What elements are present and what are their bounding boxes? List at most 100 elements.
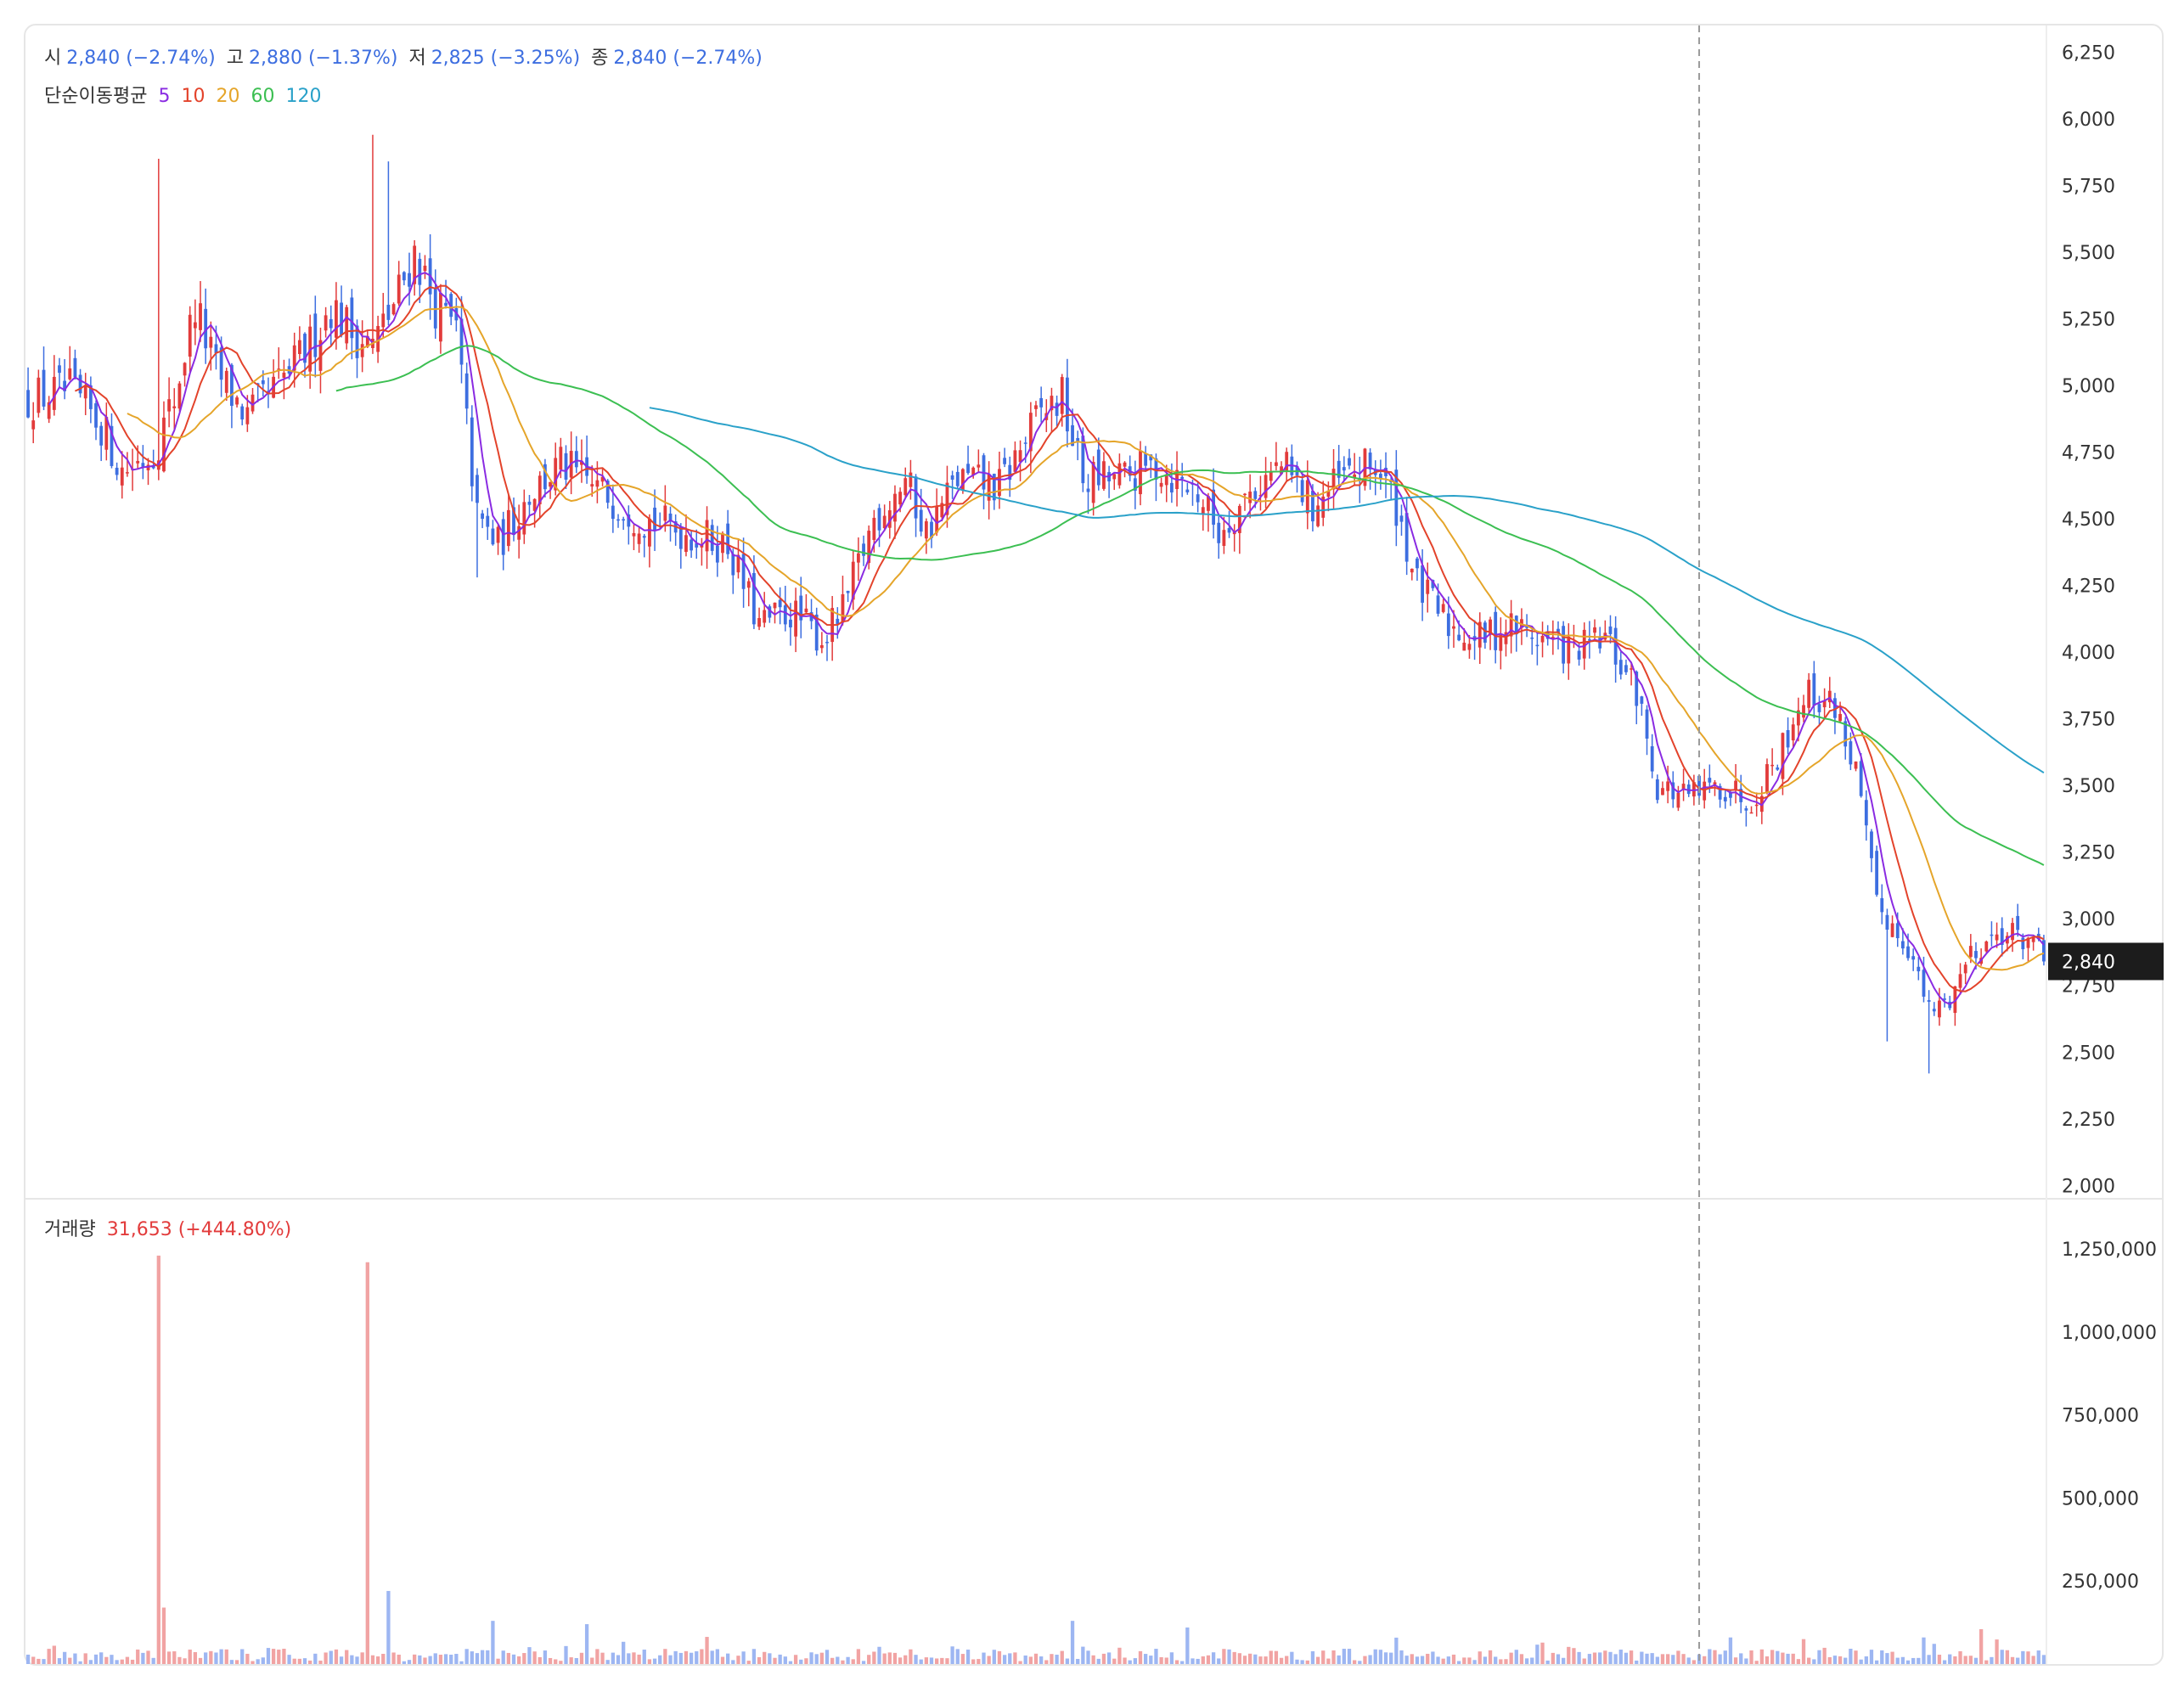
- volume-bar: [219, 1649, 223, 1664]
- candle-body: [481, 513, 485, 520]
- volume-bar: [1446, 1656, 1450, 1664]
- candle-body: [1691, 782, 1696, 797]
- candle-body: [1807, 679, 1811, 708]
- candle-body: [1630, 668, 1633, 670]
- price-tick-label: 2,500: [2062, 1043, 2115, 1064]
- volume-bar: [2026, 1651, 2030, 1664]
- volume-bar: [1524, 1658, 1529, 1664]
- volume-bar: [282, 1649, 286, 1664]
- volume-bar: [590, 1657, 594, 1664]
- volume-bar: [1415, 1656, 1420, 1664]
- candle-body: [1416, 558, 1419, 569]
- volume-bar: [1786, 1653, 1790, 1664]
- candle-body: [783, 605, 787, 625]
- volume-bar: [125, 1656, 130, 1664]
- candle-body: [110, 425, 114, 466]
- price-tick-label: 3,000: [2062, 909, 2115, 930]
- candle-body: [622, 519, 626, 521]
- candle-body: [1164, 474, 1168, 486]
- candle-body: [120, 467, 124, 486]
- candle-body: [413, 245, 417, 284]
- candle-body: [1467, 644, 1472, 650]
- ohlc-legend: 시 2,840 (−2.74%) 고 2,880 (−1.37%) 저 2,825 (…: [44, 42, 768, 70]
- candle-body: [1222, 530, 1226, 546]
- candle-body: [1754, 804, 1759, 807]
- candle-body: [1410, 568, 1414, 573]
- candle-body: [1744, 808, 1748, 811]
- candle-body: [365, 335, 369, 347]
- volume-bar: [324, 1652, 328, 1664]
- candle-body: [1624, 665, 1628, 672]
- candle-body: [1285, 452, 1289, 471]
- candle-body: [1911, 956, 1916, 960]
- candle-body: [924, 521, 928, 539]
- candle-body: [678, 526, 683, 549]
- volume-bar: [856, 1649, 861, 1664]
- candle-body: [648, 518, 651, 547]
- candle-body: [136, 460, 140, 464]
- candle-body: [872, 517, 876, 540]
- candle-body: [1441, 604, 1445, 612]
- volume-bar: [773, 1657, 777, 1664]
- candle-body: [1917, 966, 1921, 972]
- candle-body: [1305, 480, 1309, 514]
- candle-body: [1729, 792, 1732, 798]
- candle-body: [930, 521, 933, 538]
- candle-body: [282, 372, 286, 378]
- volume-bar: [115, 1660, 119, 1664]
- volume-bar: [83, 1653, 87, 1664]
- candle-body: [1076, 437, 1080, 441]
- volume-panel[interactable]: [25, 1255, 2046, 1664]
- volume-bar: [1394, 1637, 1399, 1664]
- candle-body: [104, 417, 109, 450]
- candle-body: [1253, 491, 1258, 499]
- volume-bar: [1776, 1650, 1780, 1664]
- volume-bar: [1540, 1642, 1545, 1664]
- volume-bar: [1832, 1656, 1838, 1664]
- volume-bar: [1739, 1653, 1743, 1664]
- candle-body: [554, 458, 558, 491]
- volume-bar: [1504, 1659, 1508, 1664]
- volume-bar: [375, 1656, 380, 1664]
- candle-body: [1827, 690, 1832, 703]
- candle-body: [99, 425, 104, 446]
- volume-bar: [250, 1661, 255, 1664]
- candle-body: [559, 447, 563, 470]
- candle-body: [1922, 970, 1926, 997]
- volume-bar: [819, 1652, 825, 1664]
- volume-bar: [559, 1661, 563, 1664]
- candle-body: [26, 390, 30, 418]
- open-value: 2,840 (−2.74%): [66, 48, 216, 69]
- candle-body: [1102, 461, 1106, 489]
- volume-bar: [616, 1655, 621, 1664]
- volume-bar: [1984, 1660, 1989, 1664]
- candle-body: [1248, 492, 1252, 503]
- volume-bar: [1441, 1658, 1445, 1664]
- volume-bar: [1551, 1652, 1555, 1664]
- volume-bar: [204, 1652, 208, 1664]
- close-value: 2,840 (−2.74%): [613, 48, 763, 69]
- candle-body: [731, 554, 735, 576]
- ma20-line: [127, 306, 2045, 971]
- volume-bar: [1070, 1621, 1075, 1664]
- volume-bar: [783, 1656, 787, 1664]
- volume-bar: [1300, 1660, 1304, 1664]
- volume-bar: [517, 1656, 521, 1664]
- volume-bar: [1269, 1650, 1273, 1664]
- volume-bar: [1363, 1656, 1367, 1664]
- price-panel[interactable]: [26, 134, 2046, 1074]
- candle-body: [1718, 785, 1722, 800]
- candle-body: [1802, 705, 1805, 718]
- candle-body: [1953, 986, 1957, 1014]
- volume-bar: [574, 1657, 578, 1664]
- candle-body: [1567, 636, 1571, 664]
- candle-body: [1196, 494, 1200, 503]
- volume-bar: [402, 1661, 407, 1664]
- volume-bar: [1169, 1652, 1174, 1664]
- volume-bar: [689, 1652, 694, 1664]
- candle-body: [1932, 1009, 1936, 1012]
- volume-bar: [1456, 1661, 1461, 1664]
- volume-bar: [1023, 1655, 1027, 1664]
- candle-body: [1086, 488, 1090, 492]
